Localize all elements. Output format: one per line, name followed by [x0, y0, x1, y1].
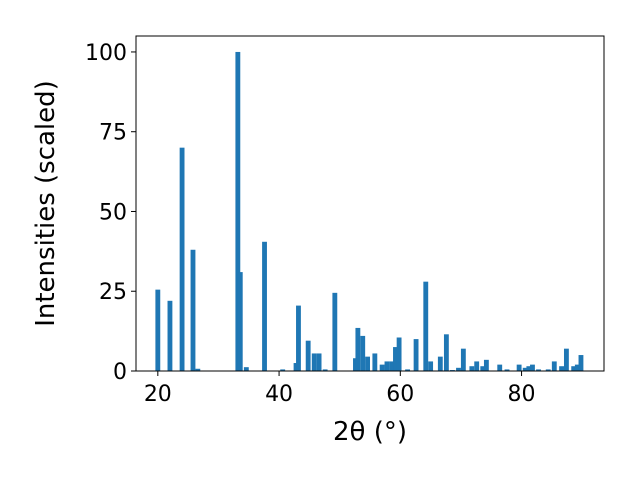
bar-52 — [574, 364, 580, 371]
y-tick-label-4: 100 — [85, 41, 127, 66]
x-tick-label-2: 60 — [386, 382, 414, 407]
bar-9 — [280, 369, 286, 371]
bar-15 — [322, 369, 328, 371]
bar-32 — [443, 334, 449, 371]
bar-43 — [522, 367, 528, 371]
x-tick-label-3: 80 — [508, 382, 536, 407]
bar-27 — [405, 369, 411, 371]
bar-8 — [262, 241, 267, 371]
bar-2 — [179, 147, 185, 371]
bar-1 — [167, 300, 173, 371]
bar-39 — [483, 359, 489, 371]
bar-13 — [311, 353, 317, 371]
bar-18 — [355, 327, 361, 371]
bar-19 — [360, 335, 366, 371]
bar-45 — [530, 364, 535, 371]
bar-37 — [474, 361, 480, 371]
bar-6 — [237, 272, 243, 371]
bar-14 — [316, 353, 322, 371]
bar-7 — [243, 367, 249, 371]
y-tick-label-1: 25 — [99, 280, 127, 305]
bar-48 — [551, 361, 557, 371]
bar-25 — [393, 347, 398, 371]
y-tick-label-0: 0 — [113, 360, 127, 385]
bar-47 — [545, 369, 551, 371]
bar-34 — [456, 367, 461, 371]
bar-29 — [423, 281, 429, 371]
bar-5 — [235, 51, 241, 371]
bar-30 — [428, 361, 434, 371]
bar-16 — [332, 292, 338, 371]
bar-35 — [460, 348, 466, 371]
bar-28 — [413, 339, 419, 371]
x-tick-label-0: 20 — [144, 382, 172, 407]
bars-group — [155, 51, 584, 371]
bar-36 — [469, 366, 475, 371]
bar-24 — [389, 361, 395, 371]
x-axis-label: 2θ (°) — [333, 417, 407, 447]
bar-51 — [571, 366, 577, 371]
plot-frame — [135, 35, 605, 372]
bar-11 — [296, 305, 301, 371]
bar-3 — [190, 249, 196, 371]
bar-44 — [526, 366, 532, 371]
bar-42 — [516, 364, 522, 371]
bar-22 — [379, 364, 385, 371]
bar-0 — [155, 289, 161, 371]
bar-21 — [372, 353, 378, 371]
y-axis-ticks: 0 25 50 75 100 — [85, 41, 136, 385]
bar-4 — [195, 368, 201, 371]
bar-38 — [480, 366, 486, 371]
bar-50 — [563, 348, 569, 371]
bar-49 — [559, 366, 564, 371]
bar-31 — [437, 356, 443, 371]
bar-53 — [578, 355, 584, 371]
bar-20 — [365, 356, 370, 371]
bar-40 — [497, 364, 503, 371]
y-tick-label-2: 50 — [99, 200, 127, 225]
x-axis-ticks: 20 40 60 80 — [144, 371, 536, 407]
bar-41 — [504, 369, 510, 371]
y-axis-label: Intensities (scaled) — [31, 80, 61, 327]
bar-46 — [536, 369, 541, 371]
bar-23 — [384, 361, 390, 371]
x-tick-label-1: 40 — [265, 382, 293, 407]
y-tick-label-3: 75 — [99, 121, 127, 146]
bar-12 — [305, 340, 311, 371]
bar-26 — [396, 337, 402, 371]
